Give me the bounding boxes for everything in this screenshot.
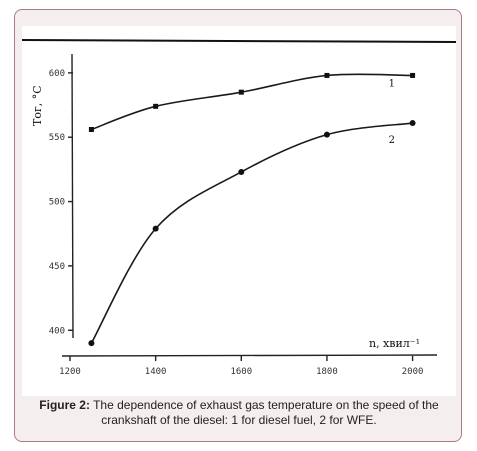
x-tick-label: 1200 — [59, 367, 81, 377]
series-1-point — [153, 103, 159, 109]
series-2-point — [152, 225, 159, 232]
y-tick-label: 500 — [49, 198, 65, 208]
series-2-point — [323, 131, 330, 138]
y-axis-label: Tог, °C — [31, 85, 44, 126]
x-tick-label: 1800 — [316, 367, 338, 377]
series-2-label: 2 — [389, 135, 395, 146]
y-axis-line — [71, 53, 74, 339]
chart-figure: 400 450 500 550 600 1200 1400 1600 1800 2000 1 2 n,… — [22, 26, 456, 396]
x-axis-label: n, хвил⁻¹ — [369, 337, 420, 350]
x-tick-label: 1600 — [230, 367, 252, 377]
y-tick-label: 600 — [49, 69, 65, 79]
y-tick-label: 550 — [49, 133, 65, 143]
series-1-label: 1 — [389, 78, 395, 89]
y-tick-label: 450 — [49, 262, 65, 272]
line-chart: 400 450 500 550 600 1200 1400 1600 1800 2000 1 2 n,… — [22, 39, 456, 377]
series-2-point — [409, 120, 416, 127]
series-2-point — [238, 168, 245, 175]
series-2-line — [90, 122, 413, 344]
series-1-point — [410, 72, 416, 78]
series-1-point — [88, 126, 94, 132]
x-axis-line — [61, 354, 438, 357]
series-1-point — [238, 89, 244, 95]
x-tick-label: 2000 — [402, 367, 424, 377]
figure-caption: Figure 2: The dependence of exhaust gas … — [24, 398, 454, 428]
series-1-point — [324, 72, 330, 78]
caption-label: Figure 2: — [39, 398, 90, 412]
series-2-point — [88, 340, 95, 347]
x-tick-label: 1400 — [145, 367, 167, 377]
series-1-line — [91, 73, 413, 131]
top-frame-line — [22, 39, 456, 43]
y-tick-label: 400 — [49, 326, 65, 336]
caption-text: The dependence of exhaust gas temperatur… — [93, 398, 439, 427]
